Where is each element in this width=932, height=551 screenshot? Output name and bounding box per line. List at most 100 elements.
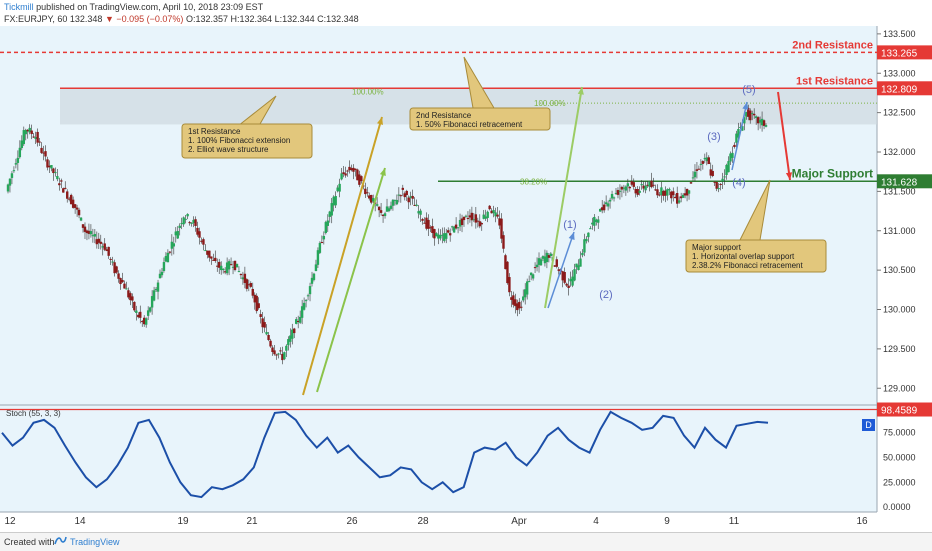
level-price-tag (877, 81, 932, 96)
candle-body (723, 176, 726, 178)
time-tick-label: 28 (417, 516, 429, 527)
candle-body (28, 127, 31, 133)
res1-callout-text: 1. 100% Fibonacci extension (188, 136, 290, 145)
fib-extension-arrow (302, 116, 383, 396)
wave5-arrow (731, 101, 748, 171)
candle-body (563, 271, 566, 283)
candle-body (725, 164, 728, 175)
time-axis-bg (0, 512, 932, 532)
candle-body (743, 117, 746, 124)
candle-body (310, 277, 314, 284)
candle-body (316, 250, 320, 265)
candle-body (148, 307, 152, 312)
candle-body (733, 144, 736, 148)
price-tick-label: 130.500 (883, 265, 916, 275)
stoch-level-tag (877, 402, 932, 417)
tradingview-link[interactable]: TradingView (70, 537, 120, 547)
price-tick-label: 129.500 (883, 344, 916, 354)
candle-body (366, 192, 369, 194)
candle-body (235, 263, 239, 268)
candle-body (435, 233, 438, 237)
candle-body (144, 318, 148, 325)
candle-body (561, 271, 564, 281)
candle-body (381, 214, 385, 217)
candle-body (273, 350, 276, 355)
candle-body (458, 219, 462, 227)
created-with-label: Created with (4, 537, 55, 547)
candle-body (707, 157, 710, 165)
candle-body (482, 214, 485, 219)
candle-body (182, 217, 185, 225)
candle-body (614, 192, 618, 194)
stoch-tick-label: 25.0000 (883, 477, 916, 487)
candle-body (456, 227, 460, 229)
candle-body (62, 188, 65, 193)
fib-382-label: 38.20% (520, 177, 547, 186)
publisher-name[interactable]: Tickmill (4, 2, 34, 12)
candle-body (192, 219, 195, 224)
candle-body (618, 190, 622, 192)
stoch-line (1, 410, 769, 499)
candle-body (289, 335, 292, 342)
candle-body (176, 230, 179, 239)
candle-body (231, 266, 235, 268)
candle-body (405, 190, 408, 196)
candle-body (523, 289, 527, 298)
candle-body (597, 219, 600, 223)
candle-body (510, 297, 513, 300)
candle-body (214, 257, 217, 262)
candle-body (749, 110, 752, 121)
candle-body (476, 220, 480, 222)
candle-body (81, 224, 85, 228)
candle-body (391, 199, 395, 206)
candle-body (632, 182, 635, 187)
candle-body (443, 233, 446, 241)
time-tick-label: 19 (177, 516, 189, 527)
candle-body (267, 334, 270, 340)
candle-body (427, 219, 430, 229)
candle-body (111, 261, 114, 263)
candle-body (413, 204, 416, 206)
candle-body (152, 290, 156, 301)
candle-body (123, 283, 126, 289)
candle-body (271, 347, 274, 353)
candle-body (715, 182, 718, 189)
candle-body (577, 265, 580, 270)
candle-body (703, 157, 707, 160)
candle-body (139, 311, 142, 318)
candle-body (695, 169, 699, 171)
candle-body (628, 186, 632, 189)
candle-body (741, 126, 744, 131)
candle-body (202, 239, 205, 245)
candle-body (150, 296, 154, 308)
candle-body (208, 250, 211, 258)
candle-body (589, 228, 592, 230)
candle-body (216, 265, 219, 267)
candle-body (660, 187, 663, 195)
candle-body (283, 352, 286, 360)
candle-body (433, 229, 436, 239)
candle-body (265, 331, 268, 335)
price-pane (0, 26, 877, 404)
candle-body (685, 188, 689, 196)
candle-body (87, 230, 91, 234)
candle-body (401, 187, 405, 190)
candle-body (375, 204, 379, 206)
candle-body (610, 193, 614, 199)
candle-body (75, 207, 79, 210)
res1-callout-text: 2. Elliot wave structure (188, 145, 269, 154)
candle-body (549, 253, 553, 257)
stoch-label: Stoch (55, 3, 3) (6, 409, 61, 418)
candle-body (581, 252, 584, 256)
candle-body (464, 215, 468, 217)
candle-body (687, 190, 691, 194)
ohlc-low: L:132.344 (274, 14, 315, 24)
candle-body (666, 189, 669, 196)
candle-body (573, 269, 576, 281)
candle-body (478, 221, 481, 227)
candle-body (395, 199, 399, 205)
candle-body (606, 203, 610, 207)
candle-body (677, 200, 681, 203)
candle-body (300, 306, 304, 318)
